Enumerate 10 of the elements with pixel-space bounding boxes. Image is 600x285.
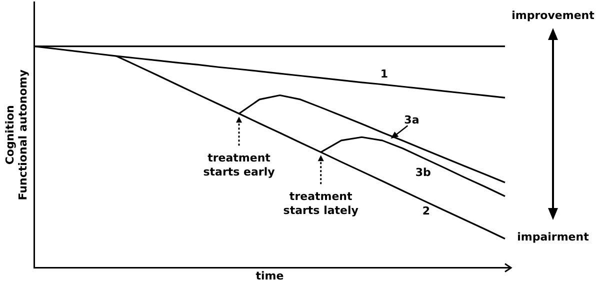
annotation: treatment starts early xyxy=(203,151,275,178)
text: improvement xyxy=(512,8,594,22)
series-label: 3b xyxy=(415,166,432,179)
series-label: 2 xyxy=(422,204,430,218)
annotation: treatment starts lately xyxy=(283,190,358,218)
text: impairment xyxy=(517,230,589,244)
series-label: 3a xyxy=(404,114,420,127)
x-axis-title: time xyxy=(256,269,284,282)
y-axis-title: Cognition Functional autonomy xyxy=(3,70,30,200)
series-label: 1 xyxy=(380,67,388,80)
